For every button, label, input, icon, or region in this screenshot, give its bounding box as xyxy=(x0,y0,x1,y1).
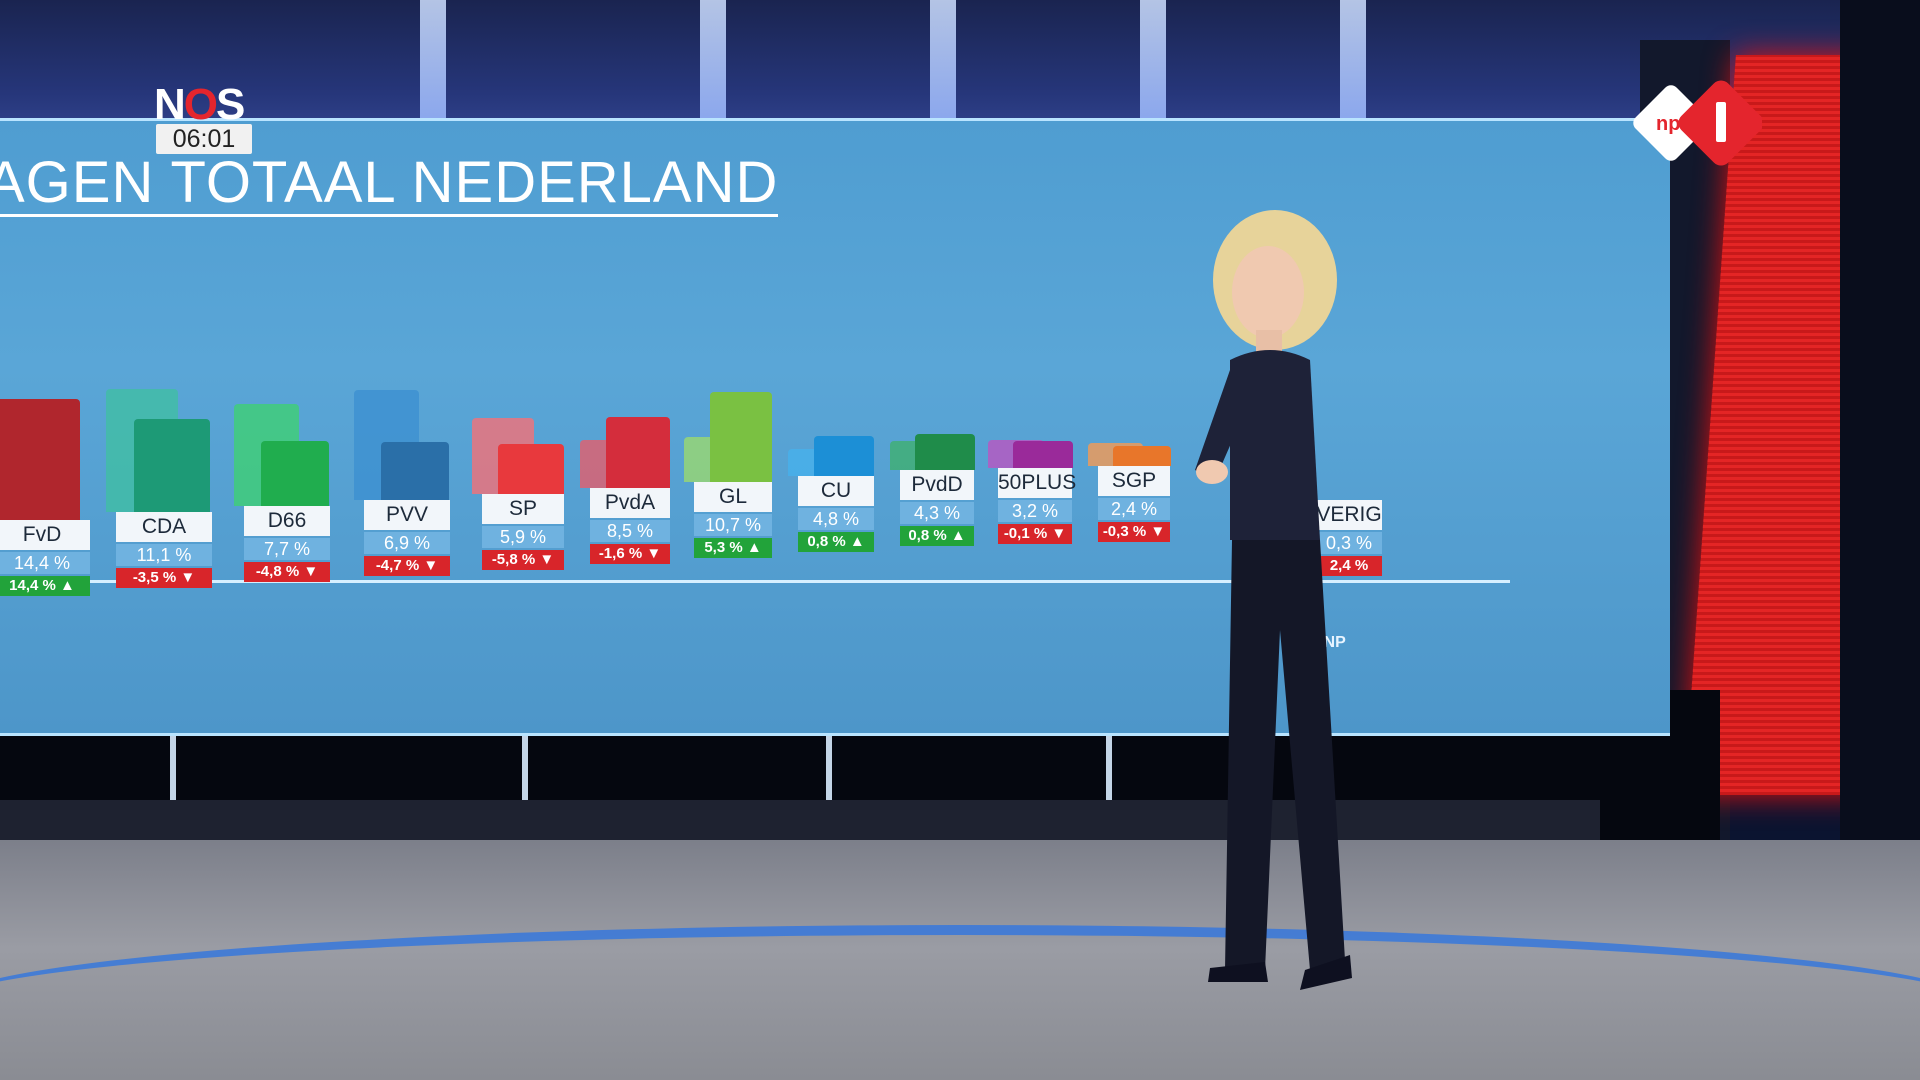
bar-cda xyxy=(134,418,210,512)
category-label-pvda: PvdA xyxy=(590,488,670,518)
bar-gl xyxy=(709,392,773,482)
video-wall xyxy=(0,118,1670,736)
nos-logo: NOS xyxy=(154,80,245,129)
bar-pvda xyxy=(606,416,670,488)
value-label-cu: 4,8 % xyxy=(798,508,874,530)
category-label-pvdd: PvdD xyxy=(900,470,974,500)
category-label-sp: SP xyxy=(482,494,564,524)
presenter-figure xyxy=(1195,210,1352,990)
bar-pvv xyxy=(380,442,450,500)
value-label-gl: 10,7 % xyxy=(694,514,772,536)
light-strip xyxy=(826,690,832,890)
bar-d66 xyxy=(260,441,330,506)
change-label-fvd: 14,4 % ▲ xyxy=(0,576,90,596)
bar-cu xyxy=(813,435,875,476)
category-label-sgp: SGP xyxy=(1098,466,1170,496)
value-label-fvd: 14,4 % xyxy=(0,552,90,574)
change-label-50plus: -0,1 % ▼ xyxy=(998,524,1072,544)
npo1-logo: npo xyxy=(1633,80,1762,166)
bar-pvdd xyxy=(915,433,975,470)
chart-baseline xyxy=(0,580,1510,583)
bar-fvd xyxy=(0,399,80,520)
value-label-d66: 7,7 % xyxy=(244,538,330,560)
value-label-cda: 11,1 % xyxy=(116,544,212,566)
category-label-50plus: 50PLUS xyxy=(998,468,1076,498)
change-label-pvdd: 0,8 % ▲ xyxy=(900,526,974,546)
value-label-sgp: 2,4 % xyxy=(1098,498,1170,520)
change-label-cu: 0,8 % ▲ xyxy=(798,532,874,552)
category-label-cda: CDA xyxy=(116,512,212,542)
value-label-pvdd: 4,3 % xyxy=(900,502,974,524)
change-label-pvda: -1,6 % ▼ xyxy=(590,544,670,564)
change-label-cda: -3,5 % ▼ xyxy=(116,568,212,588)
bar-sgp xyxy=(1113,445,1171,466)
value-label-pvv: 6,9 % xyxy=(364,532,450,554)
category-label-overig: VERIG xyxy=(1316,500,1382,530)
category-label-cu: CU xyxy=(798,476,874,506)
bar-50plus xyxy=(1013,441,1073,468)
light-strip xyxy=(170,690,176,890)
value-label-pvda: 8,5 % xyxy=(590,520,670,542)
light-strip xyxy=(1106,690,1112,890)
value-label-50plus: 3,2 % xyxy=(998,500,1072,522)
category-label-fvd: FvD xyxy=(0,520,90,550)
clock: 06:01 xyxy=(156,124,252,154)
change-label-pvv: -4,7 % ▼ xyxy=(364,556,450,576)
change-label-gl: 5,3 % ▲ xyxy=(694,538,772,558)
value-label-overig: 0,3 % xyxy=(1316,532,1382,554)
change-label-sgp: -0,3 % ▼ xyxy=(1098,522,1170,542)
bar-sp xyxy=(498,444,564,494)
change-label-sp: -5,8 % ▼ xyxy=(482,550,564,570)
category-label-pvv: PVV xyxy=(364,500,450,530)
category-label-d66: D66 xyxy=(244,506,330,536)
light-strip xyxy=(522,690,528,890)
category-label-gl: GL xyxy=(694,482,772,512)
change-label-overig: 2,4 % xyxy=(1316,556,1382,576)
change-label-d66: -4,8 % ▼ xyxy=(244,562,330,582)
floor-light-ring xyxy=(0,925,1920,1005)
value-label-sp: 5,9 % xyxy=(482,526,564,548)
chart-title: AGEN TOTAAL NEDERLAND xyxy=(0,152,779,217)
